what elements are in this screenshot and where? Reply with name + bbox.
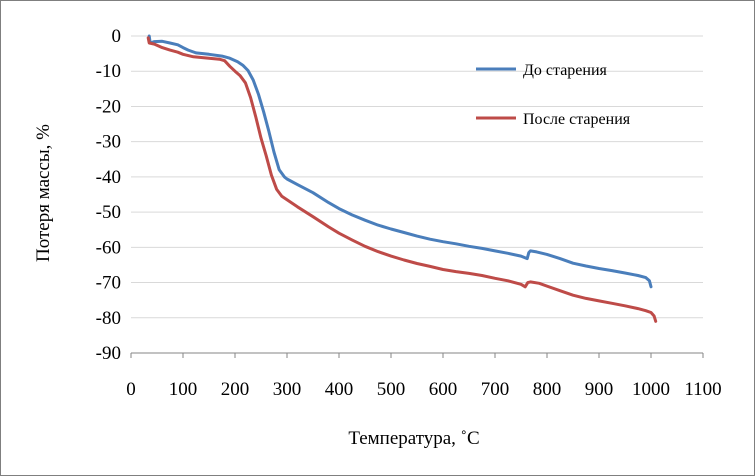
x-tick-label: 100 — [169, 379, 198, 400]
series-line-1 — [146, 36, 658, 323]
x-tick-label: 1000 — [632, 379, 670, 400]
y-tick-label: -60 — [96, 237, 121, 258]
y-tick-label: -30 — [96, 132, 121, 153]
x-tick-label: 200 — [221, 379, 250, 400]
x-tick-label: 900 — [585, 379, 614, 400]
x-tick-label: 500 — [377, 379, 406, 400]
y-tick-label: -70 — [96, 273, 121, 294]
x-tick-label: 700 — [481, 379, 510, 400]
y-tick-label: -10 — [96, 61, 121, 82]
y-tick-label: -20 — [96, 96, 121, 117]
x-tick-labels: 0 100 200 300 400 500 600 700 800 900 1000 1100 — [126, 379, 721, 400]
legend-label-after-aging: После старения — [523, 111, 631, 128]
x-tick-label: 300 — [273, 379, 302, 400]
x-tick-label: 600 — [429, 379, 458, 400]
y-tick-label: -50 — [96, 202, 121, 223]
y-tick-label: 0 — [112, 26, 122, 47]
x-tick-label: 800 — [533, 379, 562, 400]
y-tick-label: -90 — [96, 343, 121, 364]
x-tick-label: 1100 — [684, 379, 721, 400]
x-tick-label: 0 — [126, 379, 136, 400]
y-tick-label: -40 — [96, 167, 121, 188]
gridlines — [131, 35, 703, 319]
legend: До старения После старения — [476, 62, 631, 128]
x-axis-title: Температура, ˚С — [348, 428, 479, 449]
axes — [130, 352, 704, 358]
series-lines — [146, 34, 658, 323]
y-axis-title: Потеря массы, % — [33, 124, 54, 262]
y-tick-label: -80 — [96, 308, 121, 329]
y-tick-labels: 0 -10 -20 -30 -40 -50 -60 -70 -80 -90 — [96, 26, 121, 364]
x-tick-label: 400 — [325, 379, 354, 400]
legend-label-before-aging: До старения — [523, 62, 608, 79]
series-line-0 — [147, 34, 653, 289]
